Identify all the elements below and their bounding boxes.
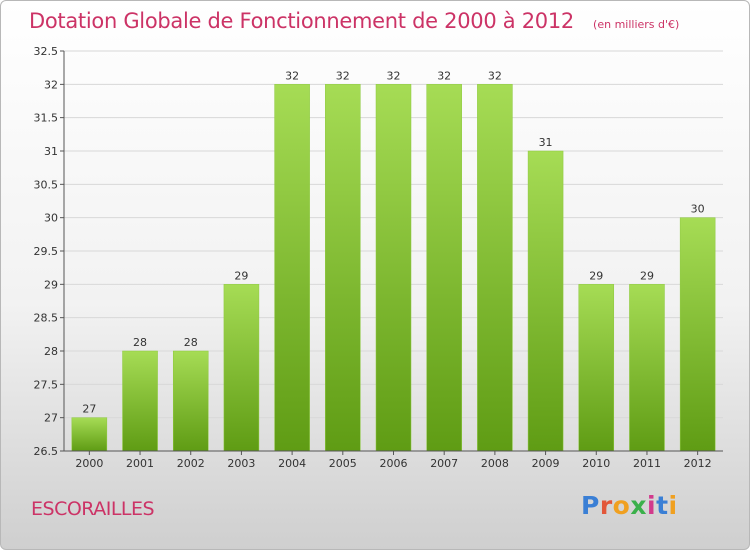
x-tick-label-2004: 2004 [278, 457, 306, 470]
data-label-2003: 29 [234, 269, 248, 282]
bars [71, 84, 716, 452]
x-tick-label-2005: 2005 [329, 457, 357, 470]
bar-2008 [477, 84, 513, 452]
bar-2009 [527, 150, 564, 452]
logo-letter: x [630, 491, 647, 520]
x-tick-label-2007: 2007 [430, 457, 458, 470]
data-label-2001: 28 [133, 336, 147, 349]
chart-title: Dotation Globale de Fonctionnement de 20… [29, 9, 574, 33]
y-tick-label: 32.5 [34, 45, 59, 58]
logo-letter: P [581, 491, 600, 520]
x-tick-label-2010: 2010 [582, 457, 610, 470]
y-tick-label: 30.5 [34, 178, 59, 191]
data-label-2006: 32 [387, 69, 401, 82]
bar-2007 [426, 84, 462, 452]
logo-letter: t [656, 491, 669, 520]
bar-2000 [71, 417, 108, 452]
y-tick-label: 28.5 [34, 312, 59, 325]
bar-2012 [679, 217, 716, 452]
bar-2004 [274, 84, 310, 452]
data-label-2000: 27 [82, 403, 96, 416]
y-tick-label: 29 [44, 278, 58, 291]
unit-note: (en milliers d'€) [593, 18, 680, 31]
place-name: ESCORAILLES [31, 498, 155, 520]
y-tick-label: 30 [44, 212, 58, 225]
bar-2006 [375, 84, 412, 452]
x-tick-label-2011: 2011 [633, 457, 661, 470]
x-tick-label-2006: 2006 [380, 457, 408, 470]
data-label-2004: 32 [285, 69, 299, 82]
data-label-2012: 30 [691, 203, 705, 216]
y-tick-label: 32 [44, 78, 58, 91]
x-tick-label-2001: 2001 [126, 457, 154, 470]
bar-2011 [629, 284, 665, 452]
data-label-2002: 28 [184, 336, 198, 349]
y-tick-label: 31 [44, 145, 58, 158]
logo-letter: o [612, 491, 631, 520]
bar-2001 [122, 350, 158, 452]
bar-2002 [172, 350, 209, 452]
x-tick-label-2003: 2003 [227, 457, 255, 470]
x-tick-label-2012: 2012 [684, 457, 712, 470]
y-tick-label: 31.5 [34, 112, 59, 125]
bar-2003 [223, 284, 260, 452]
data-label-2007: 32 [437, 69, 451, 82]
logo-letter: r [599, 491, 613, 520]
x-tick-label-2002: 2002 [177, 457, 205, 470]
y-tick-label: 29.5 [34, 245, 59, 258]
proxiti-logo[interactable]: Proxiti [581, 491, 678, 520]
data-label-2005: 32 [336, 69, 350, 82]
x-tick-label-2000: 2000 [75, 457, 103, 470]
bar-2005 [325, 84, 361, 452]
axes [60, 50, 723, 455]
logo-letter: i [668, 491, 678, 520]
data-label-2009: 31 [539, 136, 553, 149]
bar-2010 [578, 284, 615, 452]
y-tick-label: 27 [44, 412, 58, 425]
data-label-2011: 29 [640, 269, 654, 282]
x-tick-label-2009: 2009 [532, 457, 560, 470]
x-tick-label-2008: 2008 [481, 457, 509, 470]
labels: 26.5 27 27.5 28 28.5 29 29.5 30 30.5 31 31.5 32 32.5… [34, 45, 712, 470]
y-tick-label: 26.5 [34, 445, 59, 458]
data-label-2008: 32 [488, 69, 502, 82]
y-tick-label: 27.5 [34, 378, 59, 391]
y-tick-label: 28 [44, 345, 58, 358]
data-label-2010: 29 [589, 269, 603, 282]
title-row: Dotation Globale de Fonctionnement de 20… [29, 9, 679, 33]
logo-letter: i [647, 491, 657, 520]
